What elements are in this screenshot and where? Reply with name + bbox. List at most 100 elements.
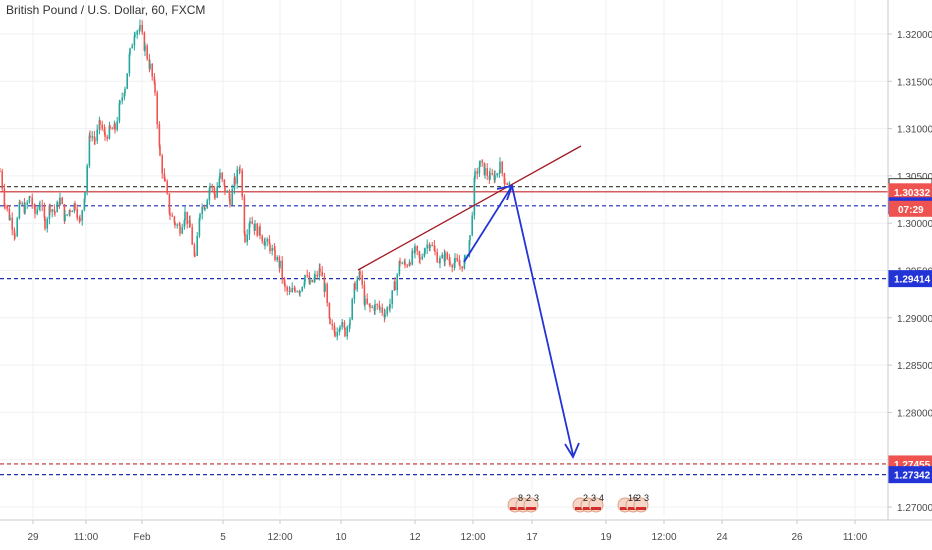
candle-up	[364, 298, 366, 305]
candle-down	[41, 204, 43, 207]
candle-up	[336, 331, 338, 337]
x-tick-label: 12:00	[267, 532, 292, 543]
candle-down	[491, 173, 493, 175]
candle-down	[284, 283, 286, 288]
candle-up	[88, 135, 91, 166]
candle-down	[286, 287, 288, 291]
candle-up	[356, 279, 358, 290]
candle-up	[398, 260, 401, 275]
candle-down	[211, 185, 213, 188]
candle-up	[108, 125, 111, 139]
candle-down	[151, 63, 153, 77]
candle-down	[344, 327, 346, 337]
candle-down	[251, 221, 253, 224]
candle-down	[166, 181, 168, 194]
candle-down	[448, 258, 451, 262]
candle-down	[368, 303, 371, 305]
countdown-badge: 07:29	[889, 200, 932, 217]
candle-up	[374, 304, 376, 311]
candle-down	[33, 205, 36, 207]
candle-down	[31, 197, 33, 206]
candle-down	[43, 206, 46, 218]
candle-up	[208, 188, 211, 201]
x-tick-label: 29	[27, 532, 39, 543]
candle-up	[128, 54, 131, 74]
candle-down	[241, 170, 243, 197]
candle-up	[353, 283, 356, 299]
x-tick-label: 12	[409, 532, 421, 543]
candle-up	[91, 136, 93, 138]
candle-down	[19, 202, 21, 204]
candle-up	[98, 120, 101, 130]
x-tick-label: 26	[791, 532, 803, 543]
horizontal-levels	[0, 186, 888, 476]
candle-up	[474, 171, 476, 178]
candle-up	[126, 73, 128, 89]
candle-down	[3, 188, 6, 206]
candle-up	[116, 121, 118, 130]
candle-up	[24, 204, 26, 214]
candle-down	[319, 268, 321, 272]
candle-down	[6, 205, 8, 209]
candle-up	[59, 197, 61, 205]
candle-down	[146, 45, 148, 60]
candle-up	[249, 221, 251, 224]
candle-down	[506, 183, 508, 186]
candle-down	[4, 205, 6, 207]
candle-up	[444, 252, 446, 262]
candle-up	[56, 201, 58, 213]
candle-down	[194, 255, 196, 257]
x-tick-label: 11:00	[843, 532, 868, 543]
candle-up	[489, 173, 491, 180]
candle-down	[378, 305, 381, 309]
candle-up	[226, 191, 228, 193]
candle-up	[26, 202, 28, 205]
candle-down	[114, 123, 116, 130]
candle-up	[271, 248, 273, 252]
candle-up	[396, 274, 398, 291]
candle-down	[283, 278, 286, 284]
candle-up	[291, 287, 293, 293]
candle-up	[84, 192, 86, 199]
candle-down	[179, 225, 181, 234]
candle-down	[213, 187, 216, 195]
chart-title: British Pound / U.S. Dollar, 60, FXCM	[6, 3, 205, 17]
candle-up	[254, 223, 256, 231]
candle-down	[163, 173, 166, 180]
candle-down	[409, 262, 411, 265]
event-count-label: 2	[636, 493, 641, 503]
candle-down	[458, 260, 461, 266]
candle-up	[478, 166, 481, 174]
candle-down	[14, 235, 16, 237]
candle-up	[318, 268, 321, 277]
candle-down	[381, 307, 383, 313]
candle-down	[79, 218, 81, 221]
candle-down	[173, 216, 176, 223]
candle-up	[423, 253, 426, 257]
y-tick-label: 1.28500	[897, 361, 932, 372]
candle-up	[498, 173, 501, 175]
candle-up	[309, 280, 311, 284]
candle-down	[174, 222, 176, 226]
candle-up	[296, 291, 298, 293]
candle-down	[191, 227, 193, 245]
flag-icon-stripe	[620, 507, 630, 510]
candle-up	[303, 281, 306, 287]
event-count-label: 2	[526, 493, 531, 503]
candle-up	[71, 211, 73, 213]
badge-label: 1.27455	[894, 460, 931, 471]
candle-down	[159, 146, 161, 156]
candle-up	[301, 286, 303, 292]
candle-up	[401, 263, 403, 265]
arrow-head-down	[564, 442, 580, 459]
candle-up	[314, 274, 316, 278]
candle-down	[13, 229, 16, 236]
candle-down	[94, 139, 96, 141]
candle-down	[76, 208, 78, 219]
candle-up	[414, 246, 416, 253]
candle-up	[184, 211, 186, 221]
